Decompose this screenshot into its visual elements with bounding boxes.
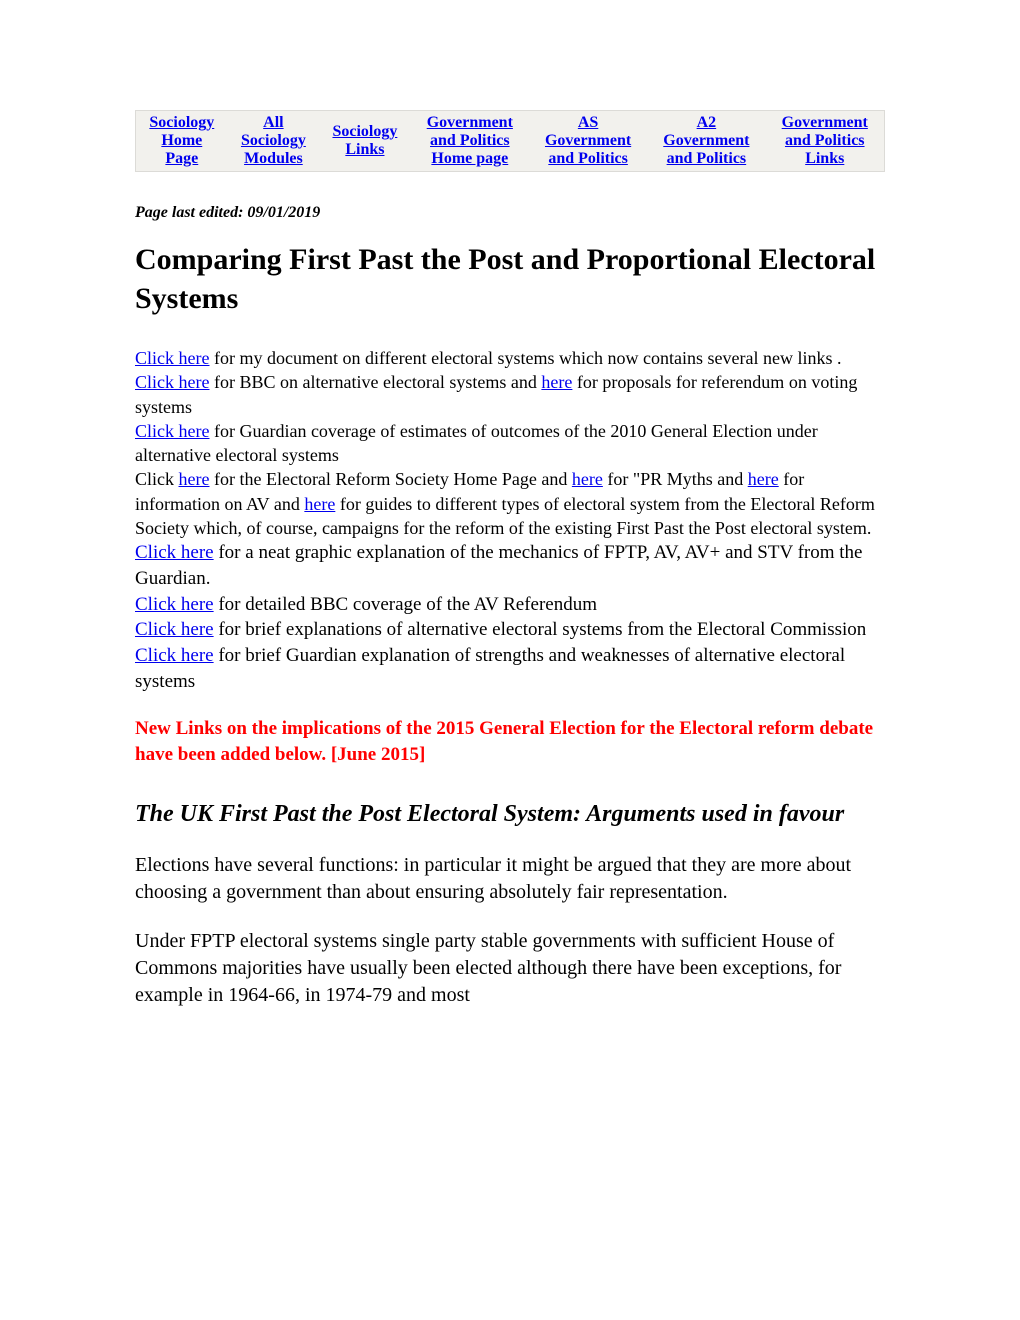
nav-row: Sociology Home Page All Sociology Module… <box>136 111 885 172</box>
nav-text: All <box>263 114 283 131</box>
nav-link-sociology-links[interactable]: Sociology Links <box>332 123 397 158</box>
nav-cell-gov-links: Government and Politics Links <box>766 111 885 172</box>
text: for detailed BBC coverage of the AV Refe… <box>214 594 597 615</box>
nav-link-as-gov[interactable]: AS Government and Politics <box>545 114 631 167</box>
nav-cell-a2-gov: A2 Government and Politics <box>647 111 765 172</box>
link-bbc-av-ref[interactable]: Click here <box>135 594 214 615</box>
link-referendum-proposals[interactable]: here <box>541 372 572 392</box>
nav-text: Sociology <box>332 123 397 140</box>
text: for my document on different electoral s… <box>209 348 841 368</box>
paragraph-1: Elections have several functions: in par… <box>135 852 885 906</box>
nav-text: and Politics <box>785 132 865 149</box>
link-pr-myths[interactable]: here <box>572 469 603 489</box>
text: for "PR Myths and <box>603 469 748 489</box>
nav-text: Government <box>782 114 868 131</box>
link-graphic-explanation[interactable]: Click here <box>135 542 214 563</box>
text: for the Electoral Reform Society Home Pa… <box>209 469 571 489</box>
nav-text: and Politics <box>430 132 510 149</box>
link-bbc-alt[interactable]: Click here <box>135 372 209 392</box>
nav-text: Home <box>161 132 202 149</box>
nav-table: Sociology Home Page All Sociology Module… <box>135 110 885 172</box>
last-edited-label: Page last edited: 09/01/2019 <box>135 204 885 222</box>
link-electoral-commission[interactable]: Click here <box>135 619 214 640</box>
text: for brief Guardian explanation of streng… <box>135 645 845 692</box>
nav-link-sociology-home[interactable]: Sociology Home Page <box>149 114 214 167</box>
nav-text: Sociology <box>241 132 306 149</box>
nav-text: AS <box>578 114 598 131</box>
nav-text: Links <box>805 150 844 167</box>
nav-text: Government <box>427 114 513 131</box>
link-guardian-strengths[interactable]: Click here <box>135 645 214 666</box>
nav-text: and Politics <box>548 150 628 167</box>
nav-text: Government <box>663 132 749 149</box>
nav-link-a2-gov[interactable]: A2 Government and Politics <box>663 114 749 167</box>
nav-cell-as-gov: AS Government and Politics <box>529 111 647 172</box>
body-links-section: Click here for my document on different … <box>135 346 885 540</box>
nav-text: Home page <box>431 150 508 167</box>
nav-link-gov-home[interactable]: Government and Politics Home page <box>427 114 513 167</box>
nav-cell-all-modules: All Sociology Modules <box>228 111 320 172</box>
nav-text: Modules <box>244 150 303 167</box>
nav-cell-gov-home: Government and Politics Home page <box>411 111 529 172</box>
page-title: Comparing First Past the Post and Propor… <box>135 240 885 318</box>
nav-text: Government <box>545 132 631 149</box>
text: for brief explanations of alternative el… <box>214 619 867 640</box>
link-ers-home[interactable]: here <box>179 469 210 489</box>
link-guardian-2010[interactable]: Click here <box>135 421 209 441</box>
text: for Guardian coverage of estimates of ou… <box>135 421 818 465</box>
section-heading-fptp-favour: The UK First Past the Post Electoral Sys… <box>135 798 885 830</box>
text: for BBC on alternative electoral systems… <box>209 372 541 392</box>
link-my-document[interactable]: Click here <box>135 348 209 368</box>
nav-text: Sociology <box>149 114 214 131</box>
text: Click <box>135 469 179 489</box>
nav-link-all-modules[interactable]: All Sociology Modules <box>241 114 306 167</box>
body-links-section-2: Click here for a neat graphic explanatio… <box>135 540 885 694</box>
nav-text: A2 <box>697 114 717 131</box>
paragraph-2: Under FPTP electoral systems single part… <box>135 928 885 1009</box>
nav-text: Links <box>345 141 384 158</box>
text: for a neat graphic explanation of the me… <box>135 542 863 589</box>
link-system-guides[interactable]: here <box>304 494 335 514</box>
new-links-notice: New Links on the implications of the 201… <box>135 716 885 767</box>
nav-text: and Politics <box>667 150 747 167</box>
nav-text: Page <box>165 150 198 167</box>
nav-link-gov-links[interactable]: Government and Politics Links <box>782 114 868 167</box>
nav-cell-sociology-links: Sociology Links <box>319 111 411 172</box>
page-container: Sociology Home Page All Sociology Module… <box>0 0 1020 1071</box>
nav-cell-sociology-home: Sociology Home Page <box>136 111 228 172</box>
link-av-info[interactable]: here <box>748 469 779 489</box>
